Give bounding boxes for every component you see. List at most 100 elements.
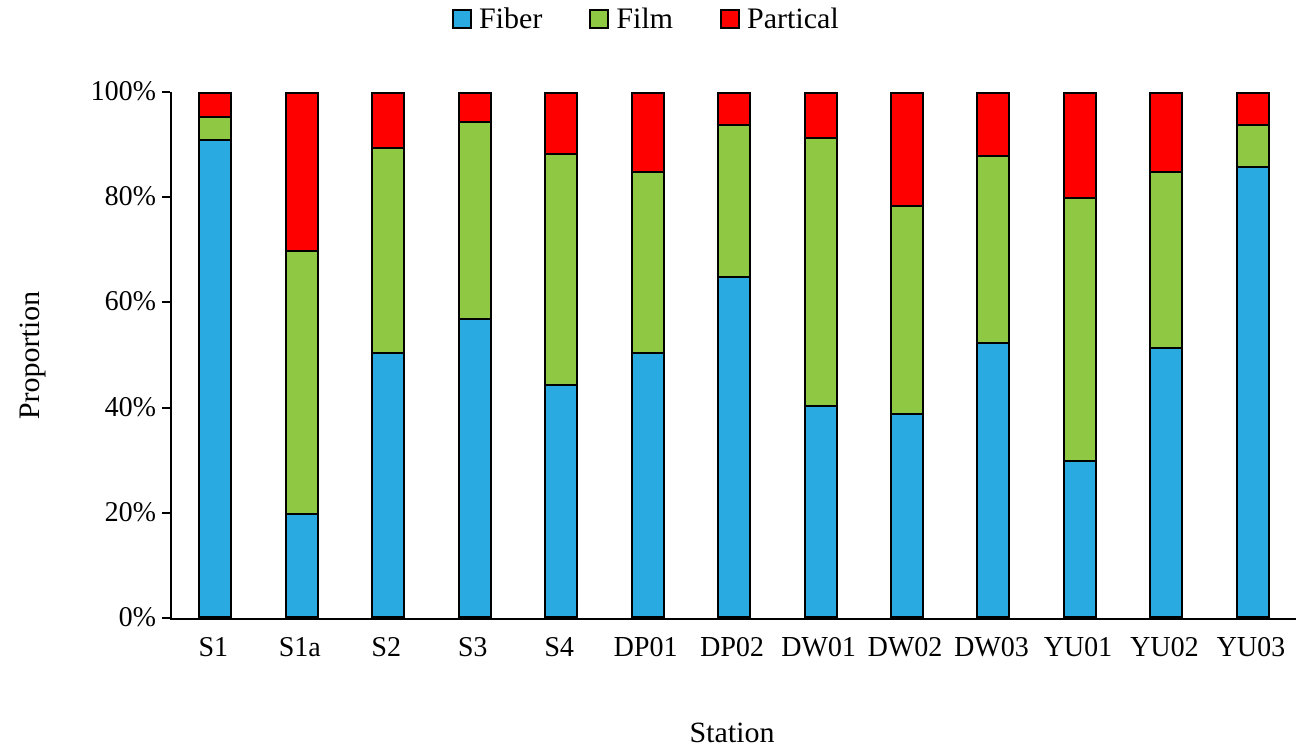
x-axis-label: YU03 (1216, 632, 1286, 663)
bar-segment-film (976, 155, 1011, 344)
bar-segment-partical (457, 92, 492, 123)
x-axis-label: DP01 (613, 632, 678, 663)
bar-segment-film (803, 136, 838, 407)
bar-segment-film (630, 170, 665, 355)
y-tick-label: 0% (118, 602, 156, 633)
stacked-bar-s3 (457, 92, 492, 618)
bar-segment-partical (976, 92, 1011, 158)
bar-segment-fiber (198, 139, 233, 618)
bar-slot-dp01 (604, 92, 690, 618)
stacked-bar-s2 (371, 92, 406, 618)
x-axis-label: DW03 (954, 632, 1029, 663)
legend-item-film: Film (589, 4, 673, 34)
bar-segment-partical (284, 92, 319, 252)
x-axis-label: S1 (198, 632, 229, 663)
y-tick-label: 40% (104, 391, 156, 423)
bar-segment-film (284, 249, 319, 515)
legend-swatch-fiber-icon (452, 9, 472, 29)
bar-segment-film (1149, 170, 1184, 350)
legend-label-fiber: Fiber (479, 2, 543, 35)
bars-container (172, 91, 1296, 618)
stacked-bar-s1 (198, 91, 233, 618)
bar-segment-partical (544, 92, 579, 155)
plot-area: 0% 20% 40% 60% 80% 100% (91, 78, 1296, 632)
bar-slot-dp02 (691, 92, 777, 618)
legend-label-partical: Partical (747, 2, 839, 35)
bar-slot-s3 (431, 92, 517, 618)
y-tick (162, 91, 170, 93)
bar-segment-film (889, 205, 924, 415)
bar-segment-partical (1149, 92, 1184, 173)
bar-segment-fiber (976, 341, 1011, 618)
stacked-bar-s1a (284, 92, 319, 618)
stacked-bar-s4 (544, 92, 579, 618)
bar-segment-partical (717, 92, 752, 126)
stacked-bar-dw03 (976, 92, 1011, 618)
stacked-bar-yu01 (1062, 92, 1097, 618)
bar-segment-partical (198, 91, 233, 118)
x-axis-label: S3 (457, 632, 488, 663)
y-tick (162, 511, 170, 514)
bar-slot-s1 (172, 91, 258, 618)
legend-item-partical: Partical (720, 4, 839, 34)
bar-slot-s1a (258, 92, 344, 618)
y-tick-label: 100% (90, 76, 156, 107)
legend-label-film: Film (616, 2, 674, 35)
bar-segment-film (198, 115, 233, 142)
bar-segment-film (1235, 123, 1270, 168)
x-axis-label: DP02 (700, 632, 764, 663)
stacked-bar-dp02 (717, 92, 752, 618)
x-axis-label: S4 (544, 632, 574, 663)
bar-slot-dw03 (950, 92, 1036, 618)
x-axis-label: DW02 (867, 632, 943, 663)
bar-segment-film (1062, 197, 1097, 463)
y-tick-label: 20% (104, 496, 156, 528)
x-axis-label: YU01 (1043, 632, 1113, 663)
bar-segment-partical (1062, 92, 1097, 200)
bar-segment-partical (803, 92, 838, 139)
bar-segment-fiber (803, 405, 838, 618)
bar-segment-fiber (1062, 460, 1097, 618)
bar-segment-partical (630, 92, 665, 173)
bar-segment-film (457, 120, 492, 321)
x-axis-labels: S1 S1a S2 S3 S4 DP01 DP02 DW01 DW02 DW03 YU01 YU02 Y… (170, 632, 1294, 664)
bar-slot-dw02 (864, 92, 950, 618)
bar-segment-film (544, 152, 579, 386)
legend-swatch-partical-icon (720, 9, 741, 29)
bar-slot-yu03 (1210, 91, 1296, 618)
bar-segment-fiber (630, 352, 665, 618)
stacked-bar-yu03 (1235, 91, 1270, 618)
y-axis-title: Proportion (13, 290, 46, 420)
x-axis-title: Station (689, 716, 775, 749)
bar-segment-fiber (1235, 165, 1270, 618)
bar-segment-film (371, 147, 406, 355)
y-tick (162, 406, 170, 409)
bar-slot-yu01 (1037, 92, 1123, 618)
bar-segment-fiber (717, 276, 752, 618)
bar-segment-fiber (889, 412, 924, 618)
x-axis-label: YU02 (1130, 632, 1199, 663)
legend-item-fiber: Fiber (452, 4, 542, 34)
bar-segment-partical (1235, 91, 1270, 126)
x-axis-label: S2 (371, 632, 401, 663)
stacked-bar-dp01 (630, 92, 665, 618)
x-axis-label: S1a (278, 632, 321, 663)
y-tick (162, 301, 170, 304)
bar-slot-dw01 (777, 92, 863, 618)
bar-slot-yu02 (1123, 92, 1209, 618)
bar-segment-fiber (371, 352, 406, 618)
stacked-bar-yu02 (1149, 92, 1184, 618)
bar-segment-film (717, 123, 752, 279)
stacked-bar-dw01 (803, 92, 838, 618)
y-tick-label: 80% (104, 181, 156, 213)
stacked-bar-dw02 (889, 92, 924, 618)
bar-segment-fiber (544, 383, 579, 618)
legend-swatch-film-icon (589, 9, 610, 29)
bar-segment-partical (889, 92, 924, 208)
bar-segment-fiber (457, 318, 492, 618)
y-tick (162, 617, 170, 619)
bar-slot-s2 (345, 92, 431, 618)
bar-segment-fiber (1149, 347, 1184, 618)
x-axis-label: DW01 (781, 632, 856, 663)
